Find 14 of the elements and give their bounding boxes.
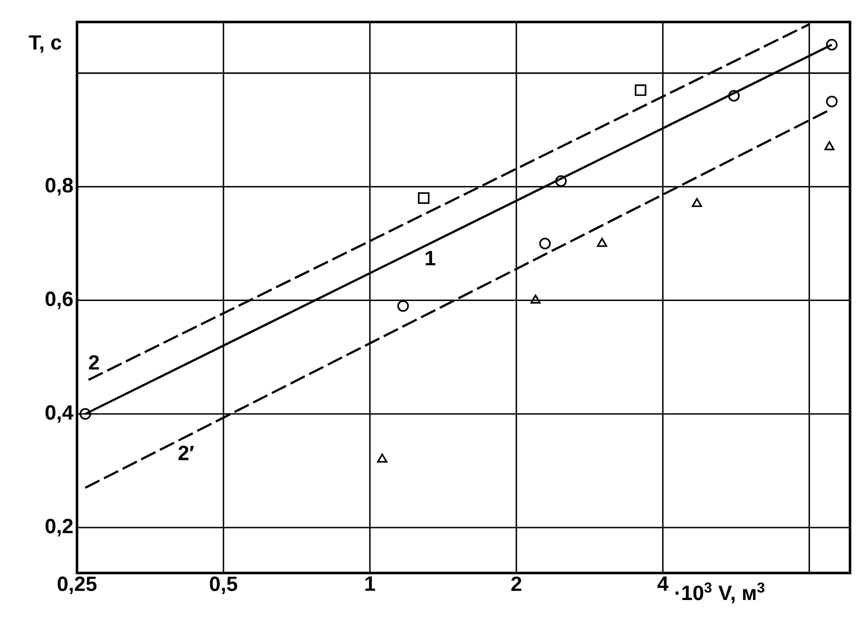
x-axis-title: ·10$^{3}$ V, м$^{3}$ — [676, 582, 764, 604]
x-tick-label: 4 — [657, 576, 668, 591]
series-label: 2′ — [178, 446, 194, 460]
series-label: 2 — [88, 355, 99, 370]
y-tick-label: 0,2 — [46, 518, 73, 536]
y-tick-label: 0,6 — [46, 292, 73, 310]
y-tick-label: 0,4 — [46, 405, 74, 423]
x-tick-label: 0,25 — [58, 576, 97, 594]
series-label: 1 — [426, 250, 436, 266]
x-tick-label: 1 — [365, 576, 376, 591]
y-tick-label: 0,8 — [46, 178, 73, 196]
x-tick-label: 2 — [511, 576, 522, 591]
x-tick-label: 0,5 — [210, 576, 238, 594]
y-axis-title: T, c — [28, 35, 62, 53]
